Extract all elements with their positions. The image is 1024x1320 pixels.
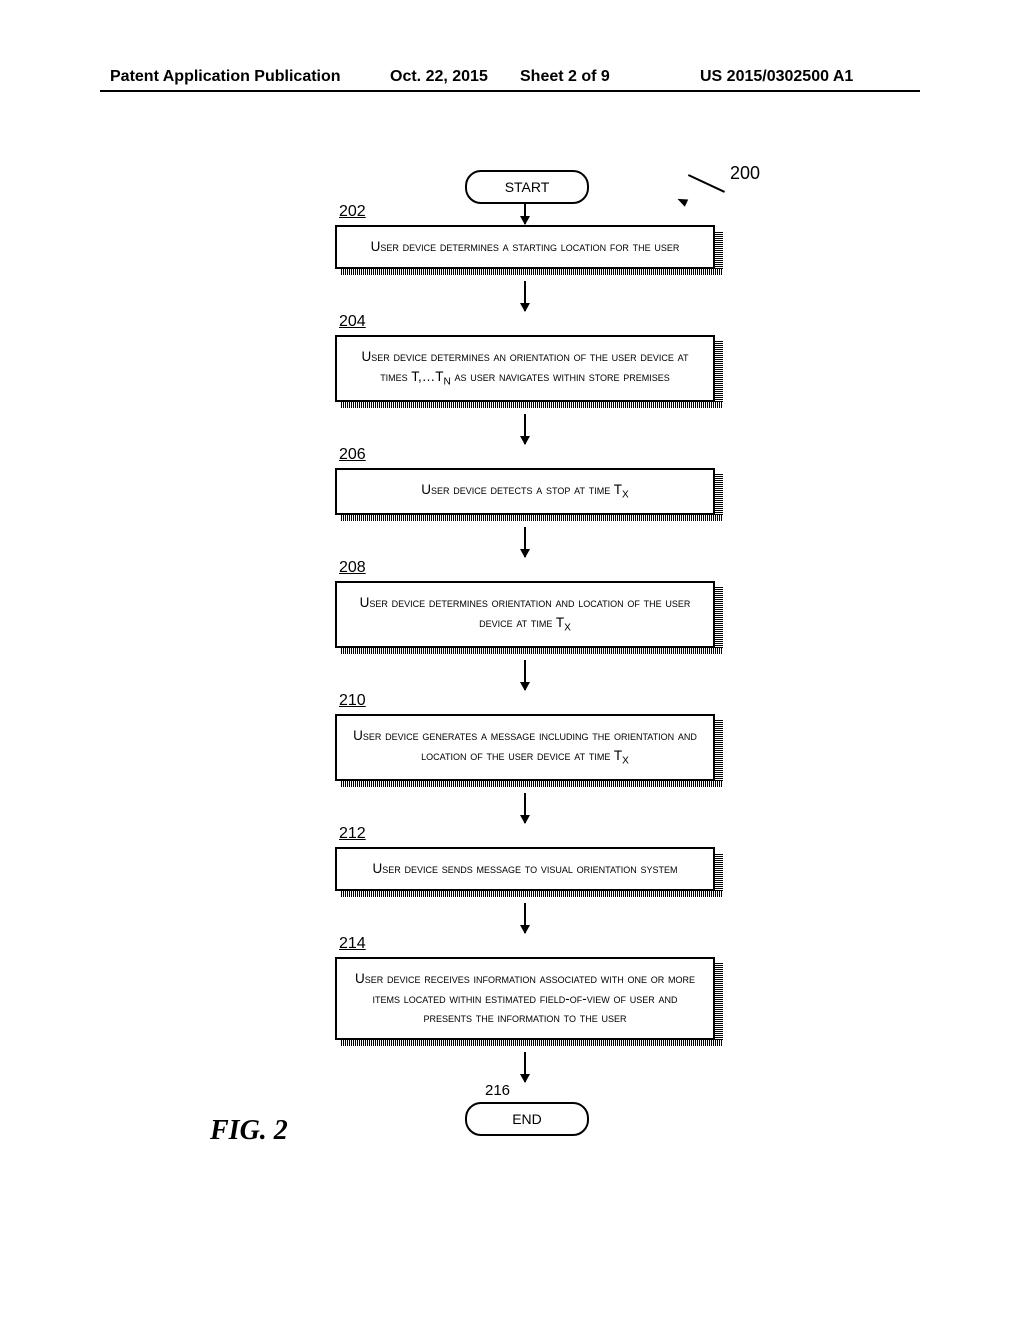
start-terminator: START <box>465 170 589 204</box>
step-number: 214 <box>339 935 366 953</box>
figure-label: FIG. 2 <box>210 1115 288 1147</box>
header-date: Oct. 22, 2015 <box>390 68 488 86</box>
process-box: User device sends message to visual orie… <box>335 847 715 891</box>
step-number: 208 <box>339 559 366 577</box>
header-pubno: US 2015/0302500 A1 <box>700 68 853 86</box>
reference-number: 200 <box>730 163 760 184</box>
step-number: 216 <box>485 1082 510 1099</box>
step-number: 204 <box>339 313 366 331</box>
header-publication: Patent Application Publication <box>110 68 341 86</box>
process-box: User device determines an orientation of… <box>335 335 715 402</box>
header-divider <box>100 90 920 92</box>
end-terminator: END <box>465 1102 589 1136</box>
process-box: User device determines a starting locati… <box>335 225 715 269</box>
process-box: User device detects a stop at time TX <box>335 468 715 515</box>
header-sheet: Sheet 2 of 9 <box>520 68 610 86</box>
step-number: 212 <box>339 825 366 843</box>
step-number: 202 <box>339 203 366 221</box>
process-box: User device determines orientation and l… <box>335 581 715 648</box>
flowchart: 200 START 202 User device determines a star… <box>335 155 795 1255</box>
step-number: 206 <box>339 446 366 464</box>
step-number: 210 <box>339 692 366 710</box>
process-box: User device generates a message includin… <box>335 714 715 781</box>
process-box: User device receives information associa… <box>335 957 715 1040</box>
